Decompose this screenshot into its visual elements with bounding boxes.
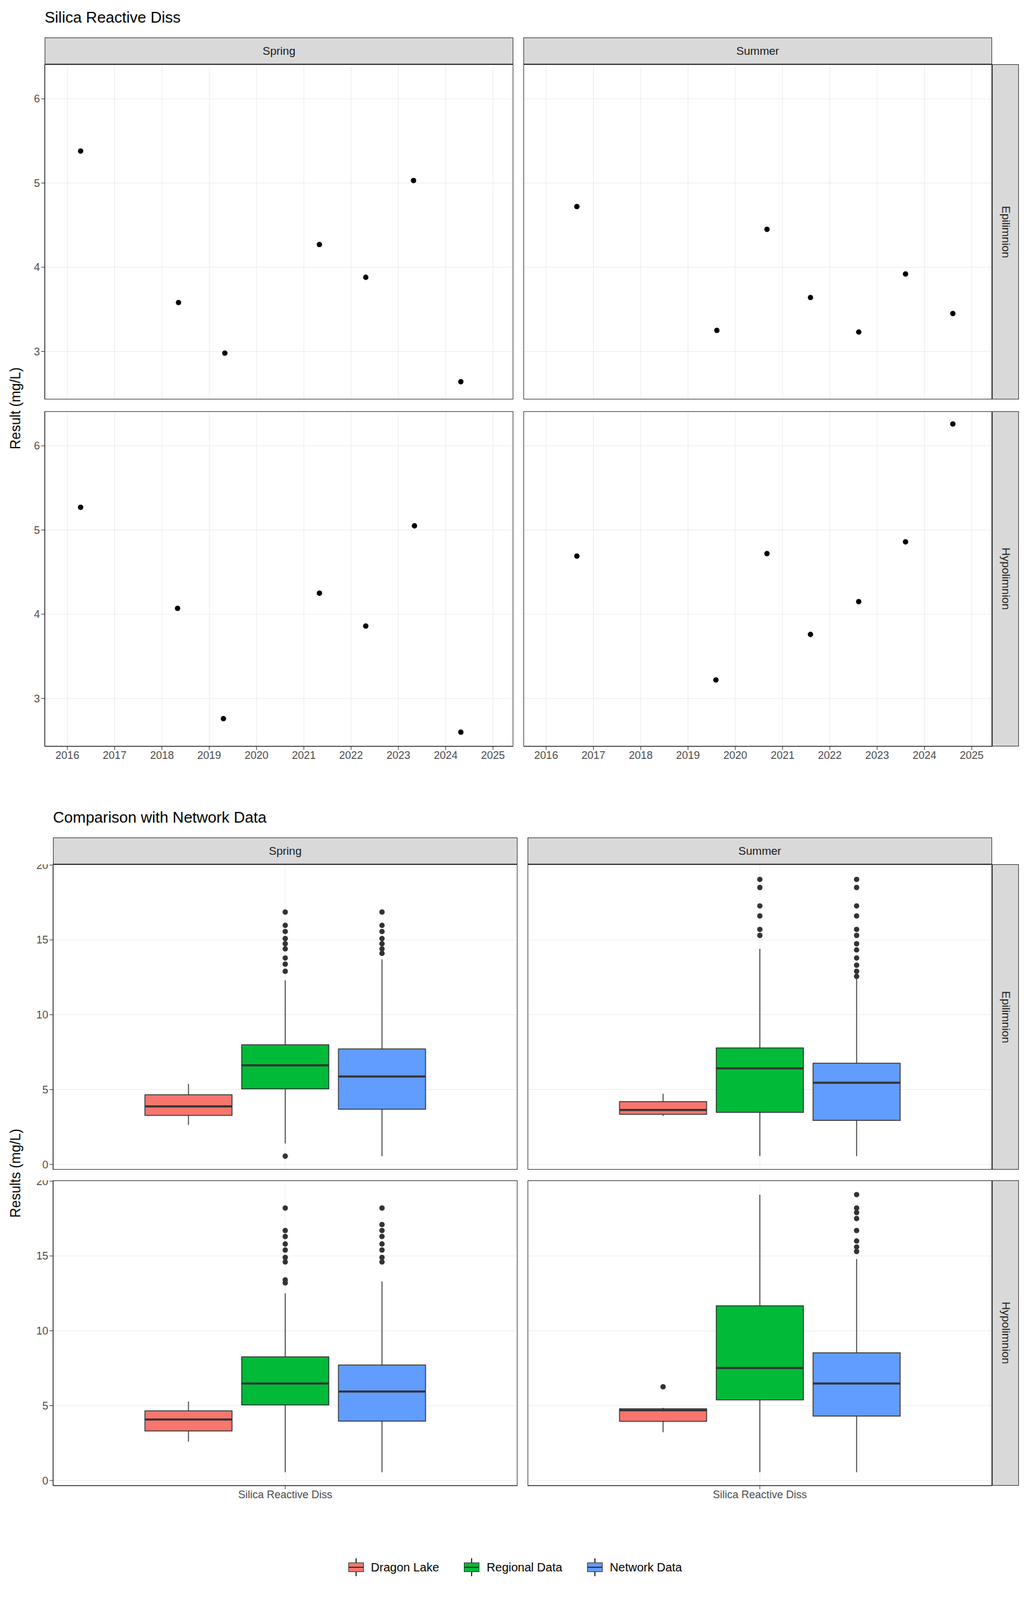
svg-text:0: 0 — [42, 1475, 49, 1488]
html-text:Hypolimnion: Hypolimnion — [999, 1302, 1013, 1365]
svg-text:2024: 2024 — [433, 749, 458, 762]
html-text:Regional Data: Regional Data — [486, 1561, 563, 1575]
svg-text:4: 4 — [33, 608, 40, 621]
svg-text:2025: 2025 — [481, 749, 505, 762]
svg-text:2022: 2022 — [339, 749, 364, 762]
svg-text:Silica Reactive Diss: Silica Reactive Diss — [238, 1489, 333, 1502]
svg-text:2019: 2019 — [675, 749, 700, 762]
svg-text:2019: 2019 — [197, 749, 221, 762]
svg-text:0: 0 — [42, 1159, 49, 1171]
svg-text:20: 20 — [36, 864, 49, 872]
html-text:Summer: Summer — [736, 44, 780, 57]
html-text:Hypolimnion: Hypolimnion — [999, 547, 1013, 611]
svg-text:2023: 2023 — [386, 749, 411, 762]
svg-text:3: 3 — [33, 693, 40, 706]
svg-text:Silica Reactive Diss: Silica Reactive Diss — [712, 1489, 807, 1502]
svg-text:2018: 2018 — [628, 749, 653, 762]
svg-text:5: 5 — [33, 524, 40, 537]
svg-text:15: 15 — [36, 1250, 49, 1263]
svg-text:2024: 2024 — [912, 749, 937, 762]
svg-text:2017: 2017 — [581, 749, 606, 762]
svg-text:2016: 2016 — [55, 749, 80, 762]
html-text:Comparison with Network Data: Comparison with Network Data — [52, 808, 267, 827]
html-text:Epilimnion: Epilimnion — [999, 991, 1013, 1044]
svg-text:2023: 2023 — [865, 749, 890, 762]
svg-text:5: 5 — [42, 1400, 49, 1413]
svg-text:5: 5 — [42, 1084, 49, 1097]
svg-text:2025: 2025 — [959, 749, 984, 762]
html-text:Summer: Summer — [738, 844, 782, 858]
svg-text:4: 4 — [33, 261, 40, 274]
svg-text:15: 15 — [36, 934, 49, 947]
svg-text:20: 20 — [36, 1180, 49, 1188]
svg-text:3: 3 — [33, 345, 40, 358]
svg-text:2021: 2021 — [291, 749, 316, 762]
svg-text:6: 6 — [33, 440, 40, 452]
svg-text:5: 5 — [33, 177, 40, 190]
html-text:Spring: Spring — [268, 844, 302, 858]
svg-text:2022: 2022 — [818, 749, 843, 762]
html-text:Result (mg/L): Result (mg/L) — [7, 367, 23, 450]
html-text:Network Data: Network Data — [609, 1561, 682, 1575]
svg-text:10: 10 — [36, 1325, 49, 1338]
svg-text:2020: 2020 — [244, 749, 269, 762]
svg-text:6: 6 — [33, 92, 40, 105]
html-text:Results (mg/L): Results (mg/L) — [7, 1129, 23, 1219]
svg-text:2018: 2018 — [150, 749, 174, 762]
svg-text:10: 10 — [36, 1009, 49, 1022]
svg-text:2016: 2016 — [534, 749, 558, 762]
html-text:Spring: Spring — [262, 44, 296, 57]
html-text:Dragon Lake: Dragon Lake — [370, 1561, 440, 1575]
svg-text:2020: 2020 — [723, 749, 748, 762]
svg-text:2021: 2021 — [770, 749, 795, 762]
html-text:Silica Reactive Diss: Silica Reactive Diss — [44, 8, 181, 27]
html-text:Epilimnion: Epilimnion — [999, 205, 1013, 259]
svg-text:2017: 2017 — [103, 749, 127, 762]
